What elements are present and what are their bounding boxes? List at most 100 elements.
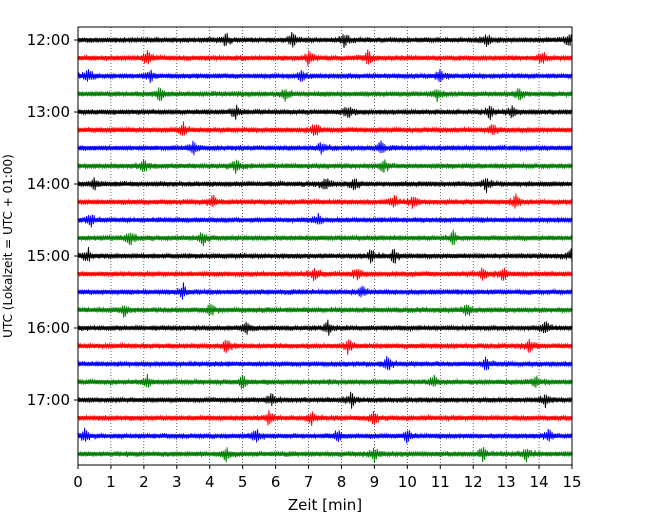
trace-row [77,212,573,228]
x-tick-label: 12 [464,473,483,491]
trace-waveform [77,193,573,209]
trace-row [77,282,573,300]
x-axis-label: Zeit [min] [288,496,362,514]
trace-row [77,355,573,371]
trace-waveform [77,104,573,121]
x-tick: 15 [562,465,582,491]
x-tick-label: 4 [205,473,215,491]
trace-row [77,391,573,409]
x-tick-label: 13 [497,473,516,491]
x-tick: 13 [497,465,516,491]
x-tick: 9 [370,465,380,491]
y-tick-label: 15:00 [27,247,70,265]
y-tick: 17:00 [27,391,78,409]
trace-baseline [78,218,572,222]
trace-waveform [77,267,573,281]
seismic-traces [77,31,573,463]
x-tick-label: 0 [73,473,83,491]
y-axis-ticks: 12:00 13:00 14:00 15:00 16:00 17:00 [27,31,78,409]
trace-row [77,373,573,390]
x-tick-label: 11 [431,473,450,491]
trace-baseline [78,362,572,366]
trace-row [77,446,573,463]
plot-area-background [78,27,572,465]
trace-waveform [77,409,573,426]
trace-row [77,267,573,281]
trace-waveform [77,140,573,156]
x-tick-label: 7 [304,473,314,491]
trace-row [77,304,573,318]
trace-row [77,193,573,209]
trace-waveform [77,247,573,264]
x-tick: 11 [431,465,450,491]
trace-waveform [77,158,573,175]
trace-waveform [77,229,573,247]
trace-waveform [77,31,573,48]
trace-row [77,140,573,156]
x-tick: 1 [106,465,116,491]
trace-row [77,177,573,193]
trace-waveform [77,391,573,409]
x-tick-label: 14 [530,473,549,491]
trace-row [77,409,573,426]
x-tick-label: 15 [562,473,581,491]
trace-baseline [78,182,572,186]
trace-waveform [77,212,573,228]
trace-row [77,158,573,175]
trace-waveform [77,304,573,318]
x-tick-label: 9 [370,473,380,491]
trace-waveform [77,355,573,371]
x-tick: 14 [530,465,549,491]
x-tick-label: 10 [398,473,417,491]
y-tick-label: 12:00 [27,31,70,49]
trace-waveform [77,177,573,193]
y-tick-label: 16:00 [27,319,70,337]
y-tick-label: 17:00 [27,391,70,409]
trace-row [77,49,573,67]
trace-baseline [78,92,572,96]
trace-waveform [77,427,573,444]
trace-waveform [77,373,573,390]
x-tick: 6 [271,465,281,491]
x-axis-ticks: 0 1 2 3 4 5 6 7 8 9 10 11 12 13 14 15 [73,465,582,491]
x-tick-label: 1 [106,473,116,491]
trace-waveform [77,319,573,336]
trace-waveform [77,49,573,67]
x-tick: 7 [304,465,314,491]
x-tick-label: 6 [271,473,281,491]
trace-row [77,31,573,48]
y-tick: 16:00 [27,319,78,337]
x-tick: 12 [464,465,483,491]
trace-row [77,319,573,336]
trace-row [77,229,573,247]
x-tick: 0 [73,465,83,491]
trace-waveform [77,282,573,300]
x-tick: 2 [139,465,149,491]
x-tick: 4 [205,465,215,491]
x-tick-label: 3 [172,473,182,491]
y-tick: 12:00 [27,31,78,49]
trace-waveform [77,68,573,84]
x-tick-label: 2 [139,473,149,491]
trace-waveform [77,338,573,355]
trace-row [77,427,573,444]
trace-waveform [77,446,573,463]
axes-frame [77,26,573,466]
vertical-grid-lines [110,27,540,465]
trace-waveform [77,87,573,103]
trace-row [77,121,573,137]
trace-row [77,87,573,103]
y-tick: 13:00 [27,103,78,121]
trace-row [77,104,573,121]
x-tick-label: 5 [238,473,248,491]
x-tick: 8 [337,465,347,491]
y-tick-label: 13:00 [27,103,70,121]
x-tick: 3 [172,465,182,491]
trace-baseline [78,272,572,276]
x-tick-label: 8 [337,473,347,491]
trace-row [77,338,573,355]
trace-baseline [78,290,572,294]
y-tick: 15:00 [27,247,78,265]
y-tick: 14:00 [27,175,78,193]
